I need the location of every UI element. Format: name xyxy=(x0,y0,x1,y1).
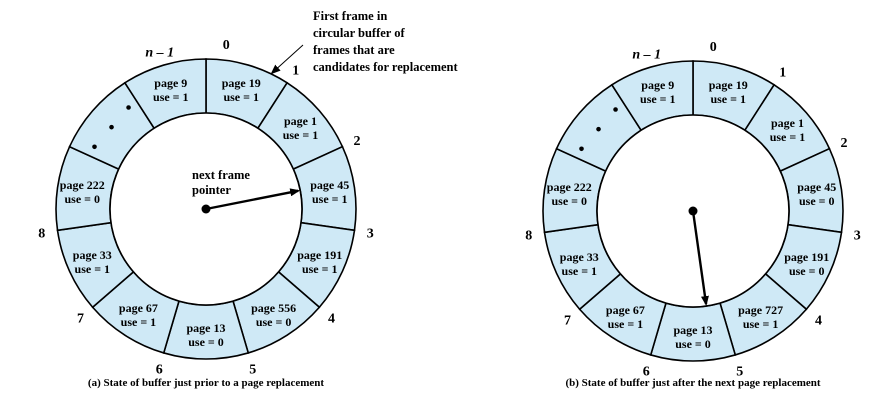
annotation-arrow-icon xyxy=(270,44,304,75)
frame-use-bit: use = 0 xyxy=(675,337,711,351)
frame-page-label: page 191 xyxy=(297,248,342,262)
frame-index-label: 4 xyxy=(815,314,822,329)
frame-index-label: 6 xyxy=(643,364,650,379)
frame-page-label: page 45 xyxy=(310,178,349,192)
frame-use-bit: use = 1 xyxy=(562,264,598,278)
frame-use-bit: use = 1 xyxy=(223,90,259,104)
frame-index-label: n – 1 xyxy=(632,48,661,63)
frame-use-bit: use = 1 xyxy=(640,92,676,106)
frame-page-label: page 9 xyxy=(154,76,187,90)
diagram-caption: (a) State of buffer just prior to a page… xyxy=(88,377,324,389)
frame-page-label: page 13 xyxy=(187,321,226,335)
frame-page-label: page 222 xyxy=(60,178,105,192)
vertical-dots-icon xyxy=(92,105,131,150)
frame-use-bit: use = 0 xyxy=(188,335,224,349)
frame-index-label: 0 xyxy=(710,40,717,55)
frame-index-label: 7 xyxy=(564,314,571,329)
frame-page-label: page 19 xyxy=(709,78,748,92)
frame-page-label: page 556 xyxy=(251,301,296,315)
frame-use-bit: use = 0 xyxy=(65,192,101,206)
diagram-caption: (b) State of buffer just after the next … xyxy=(565,377,820,389)
first-frame-annotation: frames that are xyxy=(313,43,395,57)
pointer-label: pointer xyxy=(192,183,231,197)
frame-page-label: page 19 xyxy=(222,76,261,90)
frame-index-label: 4 xyxy=(328,312,335,327)
frame-page-label: page 45 xyxy=(797,180,836,194)
frame-page-label: page 33 xyxy=(73,248,112,262)
frame-index-label: 5 xyxy=(736,364,743,379)
frame-use-bit: use = 0 xyxy=(799,194,835,208)
frame-use-bit: use = 1 xyxy=(283,128,319,142)
first-frame-annotation: candidates for replacement xyxy=(313,60,458,74)
frame-page-label: page 67 xyxy=(606,303,645,317)
frame-page-label: page 727 xyxy=(738,303,783,317)
next-frame-arrow-icon xyxy=(691,210,709,307)
pointer-label: next frame xyxy=(192,168,250,182)
frame-page-label: page 191 xyxy=(784,250,829,264)
frame-use-bit: use = 1 xyxy=(608,317,644,331)
frame-index-label: 8 xyxy=(525,229,532,244)
frame-page-label: page 1 xyxy=(771,116,804,130)
next-frame-arrow-icon xyxy=(205,188,301,211)
frame-index-label: 5 xyxy=(249,362,256,377)
frame-index-label: 0 xyxy=(223,38,230,53)
frame-index-label: 7 xyxy=(77,312,84,327)
frame-page-label: page 67 xyxy=(119,301,158,315)
frame-use-bit: use = 0 xyxy=(789,264,825,278)
frame-index-label: 8 xyxy=(38,227,45,242)
frame-use-bit: use = 1 xyxy=(75,262,111,276)
frame-use-bit: use = 0 xyxy=(552,194,588,208)
frame-use-bit: use = 1 xyxy=(312,192,348,206)
frame-use-bit: use = 0 xyxy=(256,315,292,329)
frame-use-bit: use = 1 xyxy=(710,92,746,106)
frame-page-label: page 13 xyxy=(674,323,713,337)
frame-index-label: 3 xyxy=(367,227,374,242)
frame-use-bit: use = 1 xyxy=(743,317,779,331)
frame-index-label: 3 xyxy=(854,229,861,244)
frame-use-bit: use = 1 xyxy=(121,315,157,329)
frame-index-label: n – 1 xyxy=(145,46,174,61)
frame-index-label: 6 xyxy=(156,362,163,377)
first-frame-annotation: circular buffer of xyxy=(313,26,405,40)
frame-use-bit: use = 1 xyxy=(770,130,806,144)
frame-use-bit: use = 1 xyxy=(153,90,189,104)
frame-index-label: 2 xyxy=(840,136,847,151)
frame-index-label: 1 xyxy=(292,63,299,78)
frame-page-label: page 1 xyxy=(284,114,317,128)
frame-index-label: 1 xyxy=(779,65,786,80)
frame-use-bit: use = 1 xyxy=(302,262,338,276)
first-frame-annotation: First frame in xyxy=(313,9,387,23)
vertical-dots-icon xyxy=(579,107,618,152)
frame-page-label: page 222 xyxy=(547,180,592,194)
frame-index-label: 2 xyxy=(353,134,360,149)
frame-page-label: page 33 xyxy=(560,250,599,264)
frame-page-label: page 9 xyxy=(641,78,674,92)
